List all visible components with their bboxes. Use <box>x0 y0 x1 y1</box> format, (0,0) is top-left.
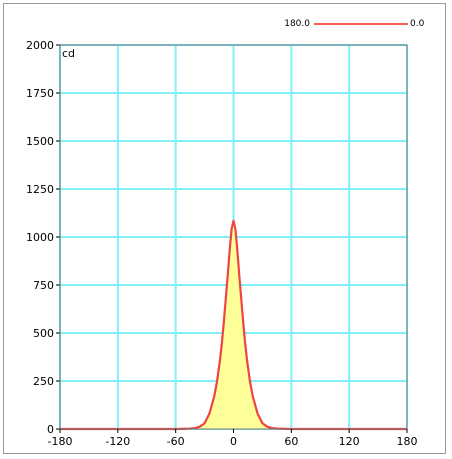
y-axis-ticks: 0 250 500 750 1000 1250 1500 1750 2000 <box>26 39 60 436</box>
x-tick-label-5: 120 <box>339 435 360 448</box>
data-area <box>60 219 407 431</box>
y-tick-label-6: 1500 <box>26 135 54 148</box>
y-axis-unit-label: cd <box>62 47 75 60</box>
series-line <box>60 219 407 431</box>
y-tick-label-8: 2000 <box>26 39 54 52</box>
legend: 180.0 0.0 <box>284 19 424 29</box>
grid <box>59 44 408 430</box>
legend-left-label: 180.0 <box>284 19 310 29</box>
x-tick-label-1: -120 <box>105 435 130 448</box>
y-tick-label-3: 750 <box>33 279 54 292</box>
y-tick-label-0: 0 <box>47 423 54 436</box>
x-tick-label-6: 180 <box>397 435 418 448</box>
legend-right-label: 0.0 <box>410 19 425 29</box>
y-tick-label-5: 1250 <box>26 183 54 196</box>
y-tick-label-1: 250 <box>33 375 54 388</box>
series-fill <box>60 220 407 429</box>
x-axis-ticks: -180 -120 -60 0 60 120 180 <box>48 429 418 448</box>
x-tick-label-4: 60 <box>284 435 298 448</box>
y-tick-label-2: 500 <box>33 327 54 340</box>
y-tick-label-7: 1750 <box>26 87 54 100</box>
y-tick-label-4: 1000 <box>26 231 54 244</box>
x-tick-label-2: -60 <box>167 435 185 448</box>
x-tick-label-0: -180 <box>48 435 73 448</box>
x-tick-label-3: 0 <box>230 435 237 448</box>
